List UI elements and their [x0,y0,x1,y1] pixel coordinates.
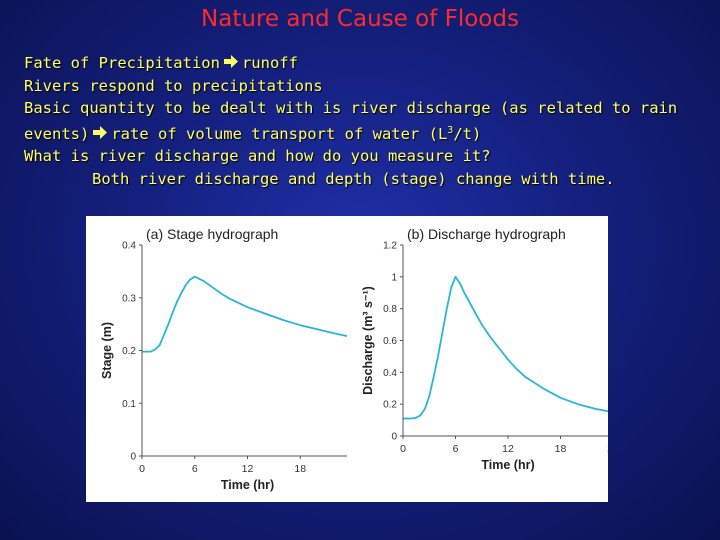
hydrograph-figure: 0 0.1 0.2 0.3 0.4 0 6 12 18 24 (a) Stage hydrograp… [86,216,608,502]
events-text: events) [24,124,90,143]
chart-title: (b) Discharge hydrograph [407,226,566,242]
y-tick-label: 0.6 [383,336,397,347]
x-tick-label: 0 [139,463,145,475]
x-tick-label: 18 [555,443,567,455]
text-line-3: Basic quantity to be dealt with is river… [24,99,678,117]
y-tick-label: 0.3 [122,293,136,304]
x-tick-label: 6 [453,443,459,455]
runoff-text: runoff [241,54,298,72]
y-tick-label: 1 [391,272,397,283]
x-axis-label: Time (hr) [481,458,534,472]
y-axis-label: Discharge (m³ s⁻¹) [361,286,375,395]
y-tick-label: 0.1 [122,399,136,410]
y-tick-label: 0 [130,452,136,463]
y-tick-label: 0 [391,432,397,443]
series-line [142,275,354,353]
right-arrow-icon [93,123,108,146]
text-line-2: Rivers respond to precipitations [24,76,323,95]
text-line-5: What is river discharge and how do you m… [24,147,491,166]
x-tick-label: 12 [242,463,254,475]
y-tick-label: 0.4 [122,241,136,252]
slide-body: Fate of Precipitation runoff Rivers respo… [24,52,704,190]
slide-title: Nature and Cause of Floods [201,6,519,32]
text-line-6: Both river discharge and depth (stage) c… [92,169,615,188]
per-time-text: /t) [453,124,482,143]
stage-hydrograph-chart: 00.10.20.30.406121824(a) Stage hydrograp… [100,226,359,492]
series-line [403,275,608,420]
fate-of-precipitation-text: Fate of Precipitation [24,54,220,72]
x-tick-label: 18 [294,463,306,475]
x-tick-label: 24 [607,443,608,455]
text-line-1: Fate of Precipitation runoff [24,52,704,75]
text-line-4: events) rate of volume transport of water… [24,120,704,146]
x-tick-label: 6 [192,463,198,475]
y-tick-label: 0.8 [383,304,397,315]
x-axis-label: Time (hr) [221,478,274,492]
chart-title: (a) Stage hydrograph [146,226,278,242]
y-tick-label: 1.2 [383,241,397,252]
y-tick-label: 0.4 [383,368,397,379]
discharge-hydrograph-chart: 0 0.2 0.4 0.6 0.8 1 1.2 0 6 12 18 24 (b) Discharge h… [361,226,608,472]
x-tick-label: 0 [400,443,406,455]
y-axis-label: Stage (m) [100,322,114,379]
right-arrow-icon [223,52,238,75]
x-tick-label: 12 [502,443,514,455]
cubed-superscript: 3 [447,124,454,136]
transport-rate-text: rate of volume transport of water (L [111,124,448,143]
y-tick-label: 0.2 [122,346,136,357]
y-tick-label: 0.2 [383,400,397,411]
